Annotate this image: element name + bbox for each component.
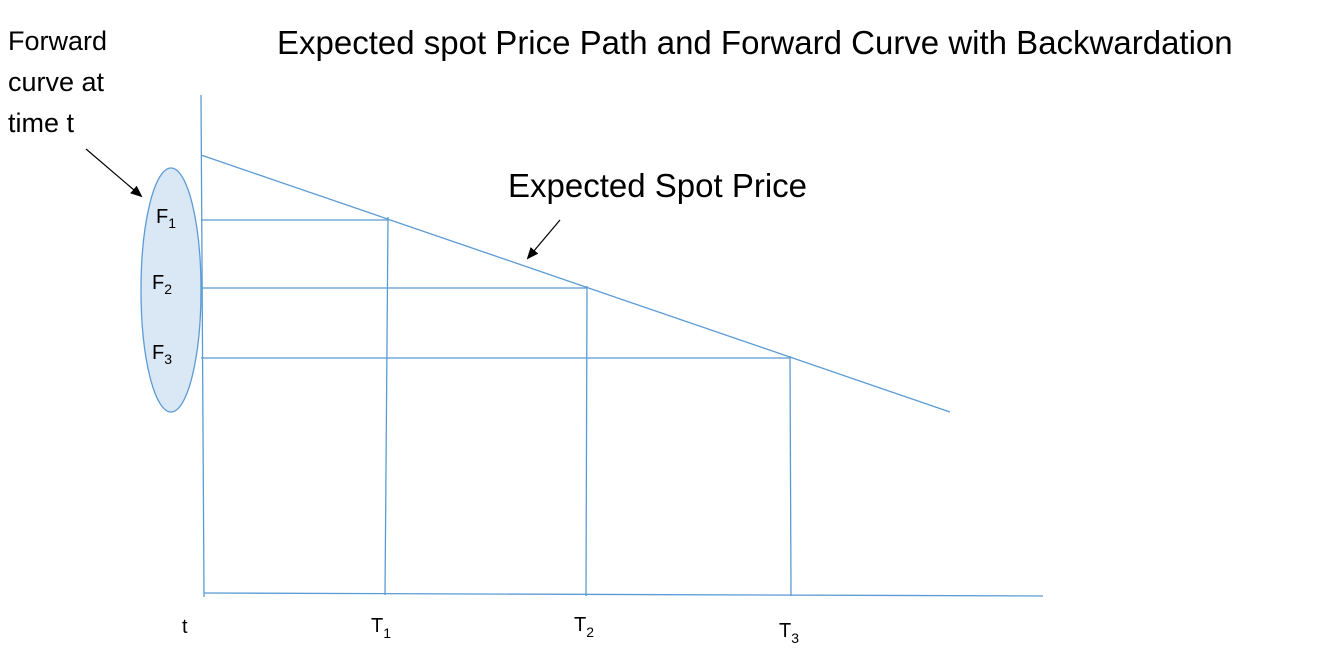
maturity-line-1 [384,216,389,596]
y-axis [200,94,205,598]
time-label-T1: T1 [371,615,391,641]
forward-curve-label: Forward curve at time t [8,26,107,138]
diagram-title: Expected spot Price Path and Forward Cur… [277,24,1233,61]
forward-curve-label-line-2: curve at [8,67,105,97]
forward-curve-arrow [85,148,143,198]
forward-curve-label-line-3: time t [8,108,75,138]
time-label-T3: T3 [779,620,799,646]
expected-spot-price-arrow [526,219,561,260]
forward-curve-label-line-1: Forward [8,26,107,56]
expected-spot-price-line [200,154,951,413]
forward-price-label-3: F3 [152,342,172,367]
expected-spot-price-label: Expected Spot Price [508,167,807,204]
forward-curve-ellipse [140,167,202,413]
time-label-t: t [182,616,188,638]
forward-price-label-1: F1 [156,206,176,231]
time-label-T2: T2 [574,614,594,640]
maturity-line-2 [585,285,588,597]
maturity-line-3 [789,355,792,597]
x-axis [203,592,1044,597]
forward-price-label-2: F2 [152,272,172,297]
